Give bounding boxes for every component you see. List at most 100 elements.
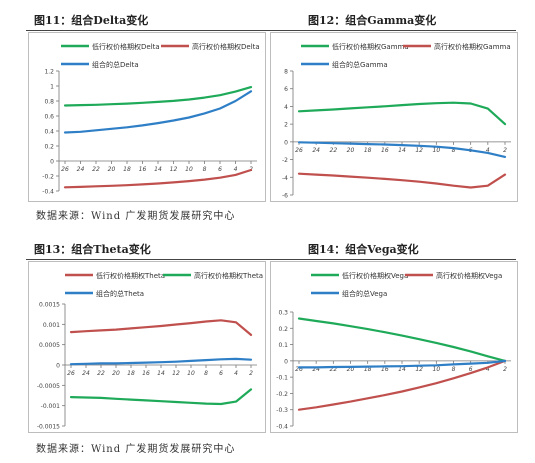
x-tick-label: 12 — [415, 147, 423, 154]
x-tick-label: 24 — [82, 370, 90, 377]
x-tick-label: 8 — [452, 147, 456, 154]
x-tick-label: 4 — [486, 366, 490, 373]
y-tick-label: -0.3 — [276, 407, 288, 414]
x-tick-label: 20 — [112, 370, 120, 377]
legend-label-1: 高行权价格期权Delta — [192, 42, 260, 51]
series-line-1 — [297, 172, 507, 189]
x-tick-label: 22 — [92, 166, 100, 173]
legend-label-2: 组合的总Delta — [92, 60, 139, 69]
y-tick-label: 4 — [284, 104, 288, 111]
x-tick-label: 4 — [234, 166, 238, 173]
theta-chart: 0.0015 0.001 0.0005 0 -0.0005 -0.001 -0.0015 26… — [28, 261, 266, 433]
title-rule-bottom — [26, 259, 516, 260]
y-tick-label: 0.0015 — [39, 302, 60, 309]
legend-label-1: 高行权价格期权Gamma — [434, 42, 511, 51]
x-tick-label: 24 — [312, 366, 320, 373]
legend-label-0: 低行权价格期权Theta — [96, 271, 165, 280]
x-tick-label: 26 — [67, 370, 75, 377]
panel-title-delta: 图11：组合Delta变化 — [34, 14, 149, 27]
x-tick-label: 22 — [330, 366, 338, 373]
y-tick-label: -4 — [282, 175, 288, 182]
x-tick-label: 18 — [364, 366, 372, 373]
series-line-0 — [69, 319, 253, 337]
y-tick-label: 1 — [50, 84, 54, 91]
x-tick-label: 16 — [381, 366, 389, 373]
x-tick-label: 10 — [433, 366, 441, 373]
x-tick-label: 14 — [398, 147, 406, 154]
y-tick-label: -0.1 — [276, 375, 288, 382]
y-tick-label: -0.001 — [41, 403, 61, 410]
legend-label-0: 低行权价格期权Vega — [342, 271, 408, 280]
delta-chart: 1.2 1 0.8 0.6 0.4 0.2 0 -0.2 -0.4 26 24 22 20 18 16 14 1… — [28, 32, 266, 202]
series-line-2 — [63, 90, 253, 134]
y-tick-label: -2 — [282, 157, 288, 164]
x-tick-label: 6 — [219, 370, 223, 377]
x-tick-label: 4 — [234, 370, 238, 377]
legend-label-1: 高行权价格期权Theta — [194, 271, 263, 280]
x-tick-label: 8 — [203, 166, 207, 173]
y-tick-label: 0.001 — [43, 322, 60, 329]
panel-title-vega: 图14：组合Vega变化 — [308, 243, 419, 256]
y-tick-label: 0.8 — [44, 99, 54, 106]
x-tick-label: 2 — [503, 147, 507, 154]
x-tick-label: 8 — [452, 366, 456, 373]
series-line-0 — [297, 101, 507, 126]
x-tick-label: 16 — [142, 370, 150, 377]
series-line-0 — [63, 85, 253, 107]
title-rule-top — [26, 30, 516, 31]
y-tick-label: 0.6 — [44, 114, 54, 121]
y-tick-label: 0.0005 — [39, 342, 60, 349]
x-tick-label: 6 — [469, 366, 473, 373]
source-note-top: 数据来源：Wind 广发期货发展研究中心 — [36, 211, 236, 222]
y-tick-label: -0.4 — [42, 189, 54, 196]
series-line-2 — [69, 357, 253, 366]
x-tick-label: 2 — [503, 366, 507, 373]
series-line-2 — [297, 359, 507, 369]
x-tick-label: 18 — [123, 166, 131, 173]
y-tick-label: 0 — [50, 159, 54, 166]
y-tick-label: -0.0005 — [37, 383, 60, 390]
series-line-1 — [69, 388, 253, 406]
y-tick-label: -0.2 — [276, 391, 288, 398]
y-tick-label: 2 — [284, 122, 288, 129]
x-tick-label: 20 — [347, 366, 355, 373]
x-tick-label: 4 — [486, 147, 490, 154]
x-tick-label: 22 — [330, 147, 338, 154]
chart-svg: 1.2 1 0.8 0.6 0.4 0.2 0 -0.2 -0.4 26 24 22 20 18 16 14 1… — [42, 42, 260, 196]
y-tick-label: -0.2 — [42, 174, 54, 181]
x-tick-label: 14 — [154, 166, 162, 173]
x-tick-label: 26 — [295, 147, 303, 154]
y-tick-label: 0.1 — [278, 342, 288, 349]
y-tick-label: -0.0015 — [37, 424, 60, 431]
x-tick-label: 22 — [97, 370, 105, 377]
x-tick-label: 2 — [249, 370, 253, 377]
x-tick-label: 18 — [364, 147, 372, 154]
y-tick-label: 8 — [284, 69, 288, 76]
x-tick-label: 8 — [204, 370, 208, 377]
legend-label-0: 低行权价格期权Gamma — [332, 42, 409, 51]
x-tick-label: 6 — [218, 166, 222, 173]
y-tick-label: 0.2 — [278, 326, 288, 333]
y-tick-label: 0 — [56, 363, 60, 370]
x-tick-label: 14 — [398, 366, 406, 373]
chart-svg: 0.00150.0010.00050-0.0005-0.001-0.001526… — [37, 271, 263, 431]
y-tick-label: 0.4 — [44, 129, 54, 136]
x-tick-label: 20 — [108, 166, 116, 173]
legend-label-2: 组合的总Vega — [342, 289, 387, 298]
x-tick-label: 10 — [185, 166, 193, 173]
vega-chart: 0.3 0.2 0.1 0 -0.1 -0.2 -0.3 -0.4 26 24 22 20 18 16 14… — [270, 261, 518, 433]
series-line-1 — [297, 359, 507, 411]
x-tick-label: 26 — [61, 166, 69, 173]
legend-label-2: 组合的总Gamma — [332, 60, 388, 69]
x-tick-label: 12 — [415, 366, 423, 373]
x-tick-label: 24 — [312, 147, 320, 154]
y-tick-label: 0 — [284, 139, 288, 146]
series-line-2 — [297, 141, 507, 159]
x-tick-label: 10 — [187, 370, 195, 377]
x-tick-label: 26 — [295, 366, 303, 373]
x-tick-label: 18 — [127, 370, 135, 377]
x-tick-label: 24 — [77, 166, 85, 173]
x-tick-label: 12 — [170, 166, 178, 173]
y-tick-label: -0.4 — [276, 424, 288, 431]
